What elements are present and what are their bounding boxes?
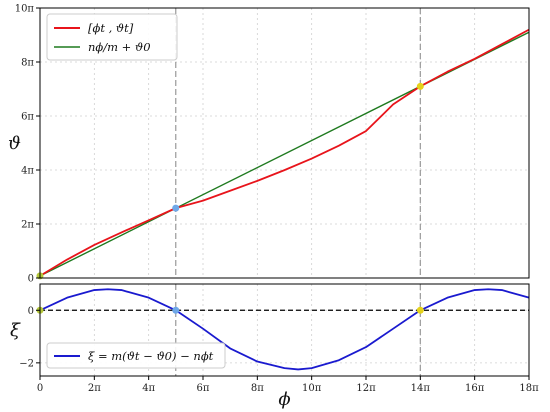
top-y-tick-label: 6π bbox=[21, 111, 34, 122]
y-axis-label-theta: ϑ bbox=[8, 133, 21, 154]
bottom-series bbox=[39, 288, 530, 371]
top-y-tick-label: 2π bbox=[21, 220, 34, 231]
bottom-y-tick-label: 0 bbox=[28, 306, 34, 317]
bottom-y-tick-label: −2 bbox=[19, 358, 34, 369]
bottom-axes-frame bbox=[39, 283, 530, 377]
y-axis-label-xi: ξ bbox=[10, 320, 21, 341]
top-axes-frame bbox=[39, 7, 530, 279]
bottom-legend-box bbox=[46, 342, 226, 369]
intersection-marker bbox=[416, 82, 424, 90]
top-legend-box bbox=[46, 13, 178, 61]
series-primary-line bbox=[39, 28, 530, 277]
intersection-marker bbox=[172, 204, 180, 212]
bottom-y-ticks: −2 0 bbox=[19, 306, 40, 369]
bottom-panel: −2 0 0 2π 4π 6π 8π 10π 12π 14π 16π 18π ξ ϕ ξ = m(ϑ… bbox=[10, 283, 539, 410]
top-series bbox=[39, 28, 530, 277]
bottom-legend: ξ = m(ϑt − ϑ0) − nϕt bbox=[46, 342, 226, 369]
x-tick-label: 0 bbox=[37, 383, 43, 394]
x-tick-label: 8π bbox=[251, 383, 264, 394]
x-tick-label: 12π bbox=[356, 383, 376, 394]
x-tick-label: 14π bbox=[411, 383, 431, 394]
top-legend: [ϕt , ϑt] nϕ/m + ϑ0 bbox=[46, 13, 178, 61]
x-tick-label: 10π bbox=[302, 383, 322, 394]
x-tick-label: 16π bbox=[465, 383, 485, 394]
zero-crossing-marker bbox=[416, 306, 424, 314]
zero-crossing-marker bbox=[172, 306, 180, 314]
legend-label-xi: ξ = m(ϑt − ϑ0) − nϕt bbox=[88, 349, 214, 363]
x-tick-label: 6π bbox=[197, 383, 210, 394]
top-y-tick-label: 8π bbox=[21, 57, 34, 68]
x-tick-label: 4π bbox=[142, 383, 155, 394]
top-y-tick-label: 10π bbox=[15, 4, 35, 15]
legend-label-primary: [ϕt , ϑt] bbox=[88, 21, 134, 35]
top-vlines bbox=[175, 8, 421, 278]
x-tick-label: 2π bbox=[88, 383, 101, 394]
top-y-ticks: 0 2π 4π 6π 8π 10π bbox=[15, 4, 40, 285]
top-y-tick-label: 0 bbox=[28, 274, 34, 285]
top-y-tick-label: 4π bbox=[21, 166, 34, 177]
series-linear-line bbox=[39, 31, 530, 277]
x-tick-label: 18π bbox=[519, 383, 539, 394]
top-panel: 0 2π 4π 6π 8π 10π ϑ [ϕt , ϑt] nϕ/m + ϑ0 bbox=[8, 4, 530, 285]
legend-label-linear: nϕ/m + ϑ0 bbox=[88, 40, 151, 54]
x-axis-label-phi: ϕ bbox=[278, 389, 290, 410]
series-xi-line bbox=[39, 288, 530, 371]
x-ticks: 0 2π 4π 6π 8π 10π 12π 14π 16π 18π bbox=[37, 376, 539, 394]
